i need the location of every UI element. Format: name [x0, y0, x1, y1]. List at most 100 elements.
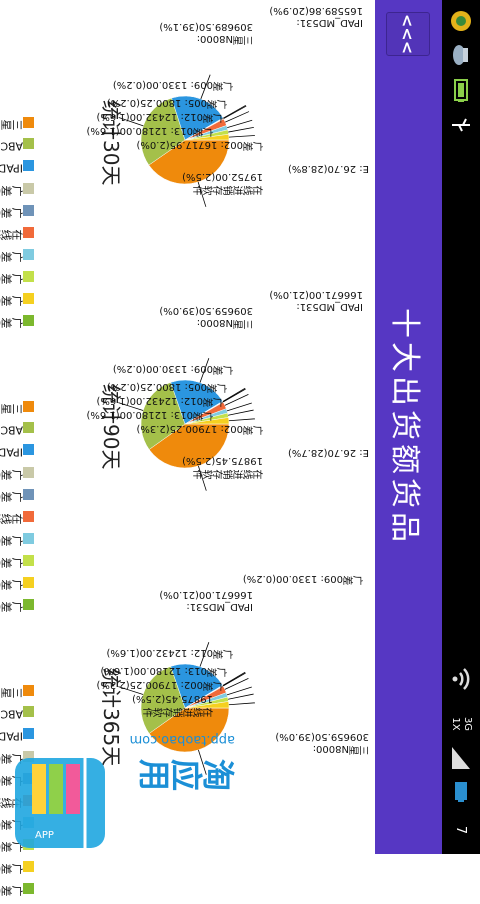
network-indicator: 3G 1X	[448, 704, 474, 744]
slice-label: 广差012: 12432.00(1.6%)	[96, 395, 223, 406]
slice-label: 广差005: 1800.25(0.2%)	[106, 97, 227, 108]
pie-slice	[170, 379, 224, 425]
pie-slice	[140, 382, 186, 450]
legend-item: 广差009:	[0, 466, 34, 488]
legend-item: 广差005	[0, 882, 34, 904]
slice-leader-line	[222, 388, 246, 403]
legend-swatch	[23, 554, 34, 566]
legend-label: 广差005:	[0, 206, 23, 219]
pie-slice	[140, 97, 186, 166]
usb-icon	[448, 114, 474, 136]
signal-icon	[448, 744, 474, 772]
legend-item: ABCDE	[0, 138, 34, 159]
slice-leader-line	[228, 693, 254, 700]
legend-swatch	[23, 248, 34, 260]
slice-leader-line	[226, 686, 252, 696]
shopping-bag-icon	[15, 758, 105, 848]
network-type: 3G	[462, 716, 473, 732]
legend-label: 广差009:	[0, 184, 23, 197]
back-button[interactable]: <<<	[386, 12, 430, 56]
legend-label: ABCDE	[0, 423, 23, 437]
slice-leader-line	[223, 105, 247, 120]
legend-item: 三星N8000	[0, 684, 34, 706]
legend-swatch	[23, 422, 34, 433]
slice-leader-line	[225, 111, 250, 123]
pie-chart	[118, 358, 255, 491]
slice-label: 广差009: 1330.00(0.2%)	[112, 79, 233, 90]
slice-label: 广差013: 12180.00(1.6%)	[86, 125, 213, 136]
legend-label: 三星N8000	[0, 686, 23, 699]
slice-label: 广差002: 16717.95(2.0%)	[136, 139, 263, 150]
slice-leader-line	[226, 402, 252, 412]
clock: 7	[453, 825, 469, 835]
title-bar: 十大出货额货品 <<<	[375, 0, 442, 854]
status-bar: 3G 1X 7	[442, 0, 480, 854]
slice-label: 广差002: 17900.25(2.3%)	[96, 679, 223, 690]
legend-label: 广差005:	[0, 490, 23, 503]
legend-label: 在线进销存软件	[0, 228, 23, 241]
network-speed: 1X	[450, 717, 461, 731]
slice-label: E: 26.70(28.7%)	[287, 447, 369, 458]
slice-label: 广差012: 12432.00(1.6%)	[106, 647, 233, 658]
slice-leader-line	[227, 119, 253, 129]
wifi-icon	[448, 664, 474, 694]
legend-label: 广差009:	[0, 468, 23, 481]
battery-level-icon	[448, 778, 474, 806]
slice-leader-line	[197, 749, 207, 775]
slice-leader-line	[228, 409, 254, 416]
slice-leader-line	[200, 74, 211, 100]
slice-label: E: 26.70(28.8%)	[287, 163, 369, 174]
page-title: 十大出货额货品	[387, 308, 422, 546]
slice-leader-line	[228, 126, 254, 133]
legend-label: IPAD_MD531	[0, 445, 23, 459]
legend-swatch	[23, 684, 34, 696]
legend-label: ABCDE	[0, 139, 23, 153]
legend-label: 三星N8000	[0, 118, 23, 131]
slice-label: 广差002: 17900.25(2.3%)	[136, 423, 263, 434]
legend-label: ABCDE	[0, 707, 23, 721]
legend-swatch	[23, 510, 34, 522]
slice-leader-line	[118, 402, 144, 411]
pie-slice	[140, 666, 186, 734]
slice-leader-line	[228, 135, 255, 138]
pie-slice	[170, 663, 224, 709]
legend-swatch	[23, 706, 34, 717]
legend-label: 三星N8000	[0, 402, 23, 415]
chart-panel-30-days: 统计30天 三星N8000ABCDEIPAD_MD531广差009:广差005:…	[0, 0, 375, 329]
legend-swatch	[23, 882, 34, 894]
legend-item: 广差009:	[0, 182, 34, 204]
legend-item: IPAD_MD531	[0, 444, 34, 465]
slice-label: 广差009: 1330.00(0.2%)	[242, 573, 363, 584]
slice-label: 在线进销存软件 19752.00(2.5%)	[182, 171, 263, 194]
legend-item: 在线进销存软件	[0, 510, 34, 532]
slice-leader-line	[224, 678, 249, 690]
slice-label: 广差005: 1800.25(0.2%)	[106, 381, 227, 392]
legend-label: 在线进销存软件	[0, 512, 23, 525]
legend-label: 广差002:	[0, 862, 23, 875]
legend-item: 在线进销存软件	[0, 226, 34, 248]
taobao-app-watermark: APP 淘应用 app.taobao.com	[0, 730, 245, 854]
battery-icon	[448, 78, 474, 104]
pie-chart	[118, 74, 255, 207]
slice-leader-line	[222, 387, 246, 402]
legend-item: 广差013	[0, 532, 34, 554]
sync-icon	[448, 42, 474, 68]
legend-item: 广差005:	[0, 488, 34, 510]
legend-item: 广差005:	[0, 204, 34, 226]
slice-label: 三星N8000: 309659.50(39.0%)	[275, 731, 369, 754]
legend-item: ABCDE	[0, 422, 34, 443]
chart-panel-365-days: 统计365天 三星N8000ABCDEIPAD_MD531广差009:广差005…	[0, 568, 375, 897]
legend-swatch	[23, 466, 34, 478]
slice-leader-line	[228, 418, 255, 422]
legend-label: 广差013	[0, 250, 23, 263]
legend-item: ABCDE	[0, 706, 34, 727]
slice-leader-line	[197, 465, 207, 491]
legend-item: IPAD_MD531	[0, 160, 34, 181]
slice-label: 广差013: 12180.00(1.6%)	[86, 409, 213, 420]
slice-leader-line	[228, 702, 255, 706]
legend-label: 广差005	[0, 884, 23, 897]
pie-slice	[171, 95, 224, 141]
slice-leader-line	[222, 671, 246, 686]
pie-slice	[148, 423, 230, 469]
